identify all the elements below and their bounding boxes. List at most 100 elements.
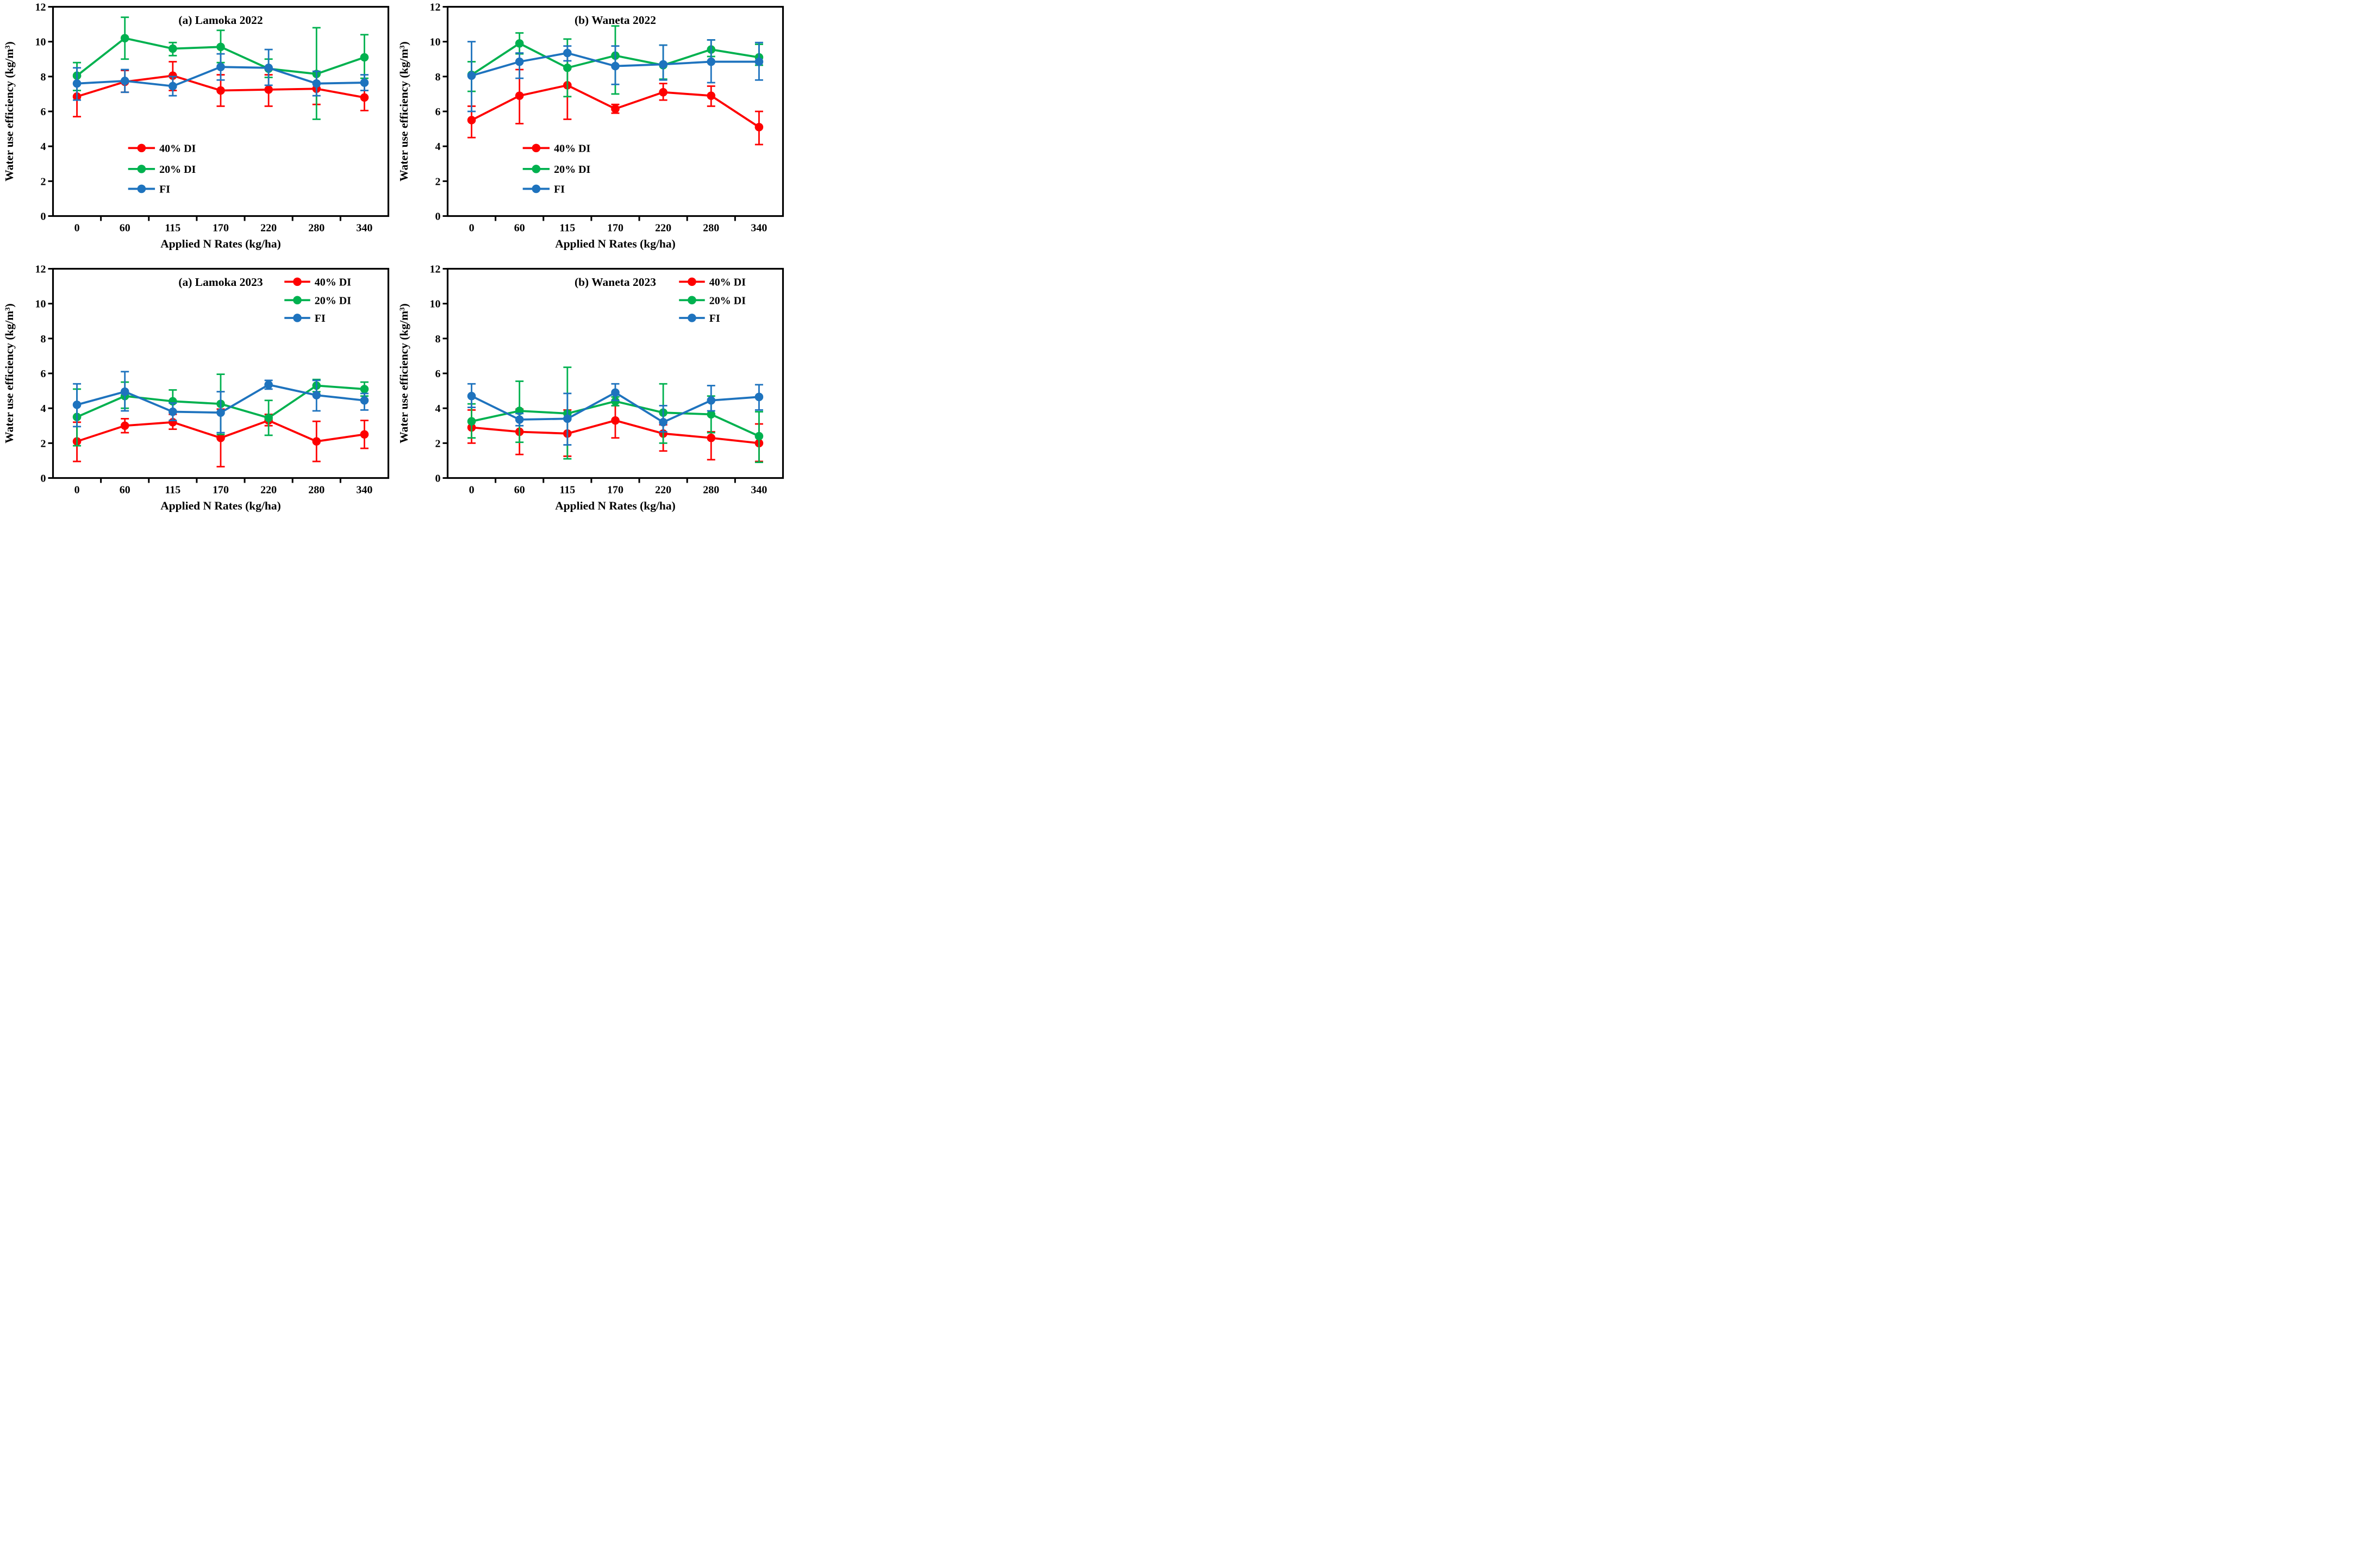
y-axis: 0 2 4 6 8 10 12: [35, 2, 53, 223]
x-axis: 0 60 115 170 220 280 340: [469, 478, 767, 496]
x-tick-label: 60: [514, 222, 525, 234]
y-tick-label: 0: [435, 473, 441, 485]
data-point-marker: [659, 88, 667, 97]
legend-marker-icon: [688, 277, 696, 286]
x-axis-label: Applied N Rates (kg/ha): [555, 238, 676, 251]
water-use-efficiency-four-panel-figure: 0 2 4 6 8 10 12 0 60 115 170 220 280 340 Applied N Rat…: [0, 0, 789, 523]
x-tick-label: 280: [308, 484, 325, 496]
legend-item-label: 20% DI: [554, 164, 590, 176]
legend: 40% DI 20% DI FI: [128, 142, 196, 195]
data-point-marker: [467, 391, 476, 401]
x-tick-label: 340: [751, 484, 767, 496]
x-axis-label: Applied N Rates (kg/ha): [160, 499, 281, 513]
data-point-marker: [264, 380, 273, 389]
y-tick-label: 10: [35, 298, 46, 310]
x-axis: 0 60 115 170 220 280 340: [469, 216, 767, 234]
data-point-marker: [360, 385, 369, 393]
y-tick-label: 4: [41, 403, 46, 415]
data-point-marker: [264, 63, 273, 72]
y-tick-label: 0: [41, 473, 46, 485]
data-point-marker: [754, 57, 764, 66]
y-tick-label: 12: [35, 264, 46, 276]
panel-chart-waneta-2022: 0 2 4 6 8 10 12 0 60 115 170 220 280 340 Applied N Rat…: [395, 0, 789, 261]
plot-frame: [52, 267, 390, 479]
y-tick-label: 4: [435, 141, 441, 153]
x-axis: 0 60 115 170 220 280 340: [74, 216, 372, 234]
x-tick-label: 220: [655, 484, 671, 496]
y-tick-label: 6: [41, 106, 46, 118]
x-tick-label: 280: [703, 222, 719, 234]
legend-item-label: 40% DI: [159, 142, 196, 154]
legend-item-label: FI: [315, 313, 326, 324]
panel-title: (a) Lamoka 2022: [178, 14, 263, 27]
data-point-marker: [754, 432, 764, 441]
panel-title: (b) Waneta 2023: [575, 276, 656, 289]
y-tick-label: 6: [41, 368, 46, 380]
x-axis-label: Applied N Rates (kg/ha): [555, 499, 676, 513]
panel-title: (b) Waneta 2022: [575, 14, 656, 27]
data-point-marker: [515, 415, 524, 424]
legend-marker-icon: [293, 277, 302, 286]
data-point-marker: [216, 42, 225, 52]
data-point-marker: [216, 63, 225, 71]
data-point-marker: [515, 91, 524, 100]
legend: 40% DI 20% DI FI: [522, 142, 591, 195]
legend-marker-icon: [293, 296, 302, 305]
data-point-marker: [312, 79, 321, 88]
x-tick-label: 170: [213, 222, 229, 234]
x-tick-label: 280: [308, 222, 325, 234]
y-tick-label: 8: [435, 71, 441, 83]
y-tick-label: 8: [435, 333, 441, 345]
y-tick-label: 12: [430, 2, 441, 14]
x-tick-label: 0: [74, 484, 80, 496]
x-tick-label: 60: [120, 484, 130, 496]
y-tick-label: 2: [41, 438, 46, 449]
data-point-marker: [72, 79, 82, 88]
data-point-marker: [611, 104, 620, 113]
data-point-marker: [707, 396, 716, 405]
y-tick-label: 2: [435, 438, 441, 449]
data-point-marker: [169, 407, 177, 416]
series-fi: [467, 39, 764, 113]
data-point-marker: [120, 77, 129, 85]
legend-marker-icon: [137, 184, 146, 193]
x-tick-label: 170: [607, 484, 623, 496]
x-tick-label: 115: [165, 222, 180, 234]
legend-marker-icon: [688, 296, 696, 305]
data-point-marker: [312, 437, 321, 446]
y-tick-label: 8: [41, 71, 46, 83]
x-tick-label: 170: [607, 222, 623, 234]
data-point-marker: [360, 53, 369, 62]
data-point-marker: [611, 61, 620, 71]
data-point-marker: [563, 63, 572, 72]
legend-marker-icon: [532, 165, 541, 173]
plot-frame: [52, 5, 390, 217]
data-point-marker: [563, 48, 572, 58]
data-point-marker: [754, 123, 764, 132]
legend-marker-icon: [293, 314, 302, 322]
data-point-marker: [216, 433, 225, 442]
data-point-marker: [312, 391, 321, 399]
x-tick-label: 340: [356, 222, 372, 234]
y-tick-label: 10: [430, 298, 441, 310]
plot-frame: [446, 267, 784, 479]
x-tick-label: 220: [260, 484, 277, 496]
legend-item-label: 20% DI: [159, 164, 196, 176]
data-point-marker: [467, 71, 476, 80]
series-40-di: [467, 404, 764, 463]
data-point-marker: [707, 57, 716, 66]
data-point-marker: [707, 410, 716, 419]
y-tick-label: 8: [41, 333, 46, 345]
data-point-marker: [120, 421, 129, 430]
legend: 40% DI 20% DI FI: [679, 276, 746, 324]
y-tick-label: 12: [35, 2, 46, 14]
y-axis-label: Water use efficiency (kg/m³): [397, 41, 410, 181]
x-tick-label: 115: [559, 222, 575, 234]
x-tick-label: 115: [559, 484, 575, 496]
y-tick-label: 0: [435, 211, 441, 223]
data-point-marker: [707, 433, 716, 442]
x-tick-label: 60: [514, 484, 525, 496]
data-point-marker: [216, 408, 225, 417]
data-point-marker: [169, 71, 177, 80]
data-point-marker: [659, 60, 667, 69]
